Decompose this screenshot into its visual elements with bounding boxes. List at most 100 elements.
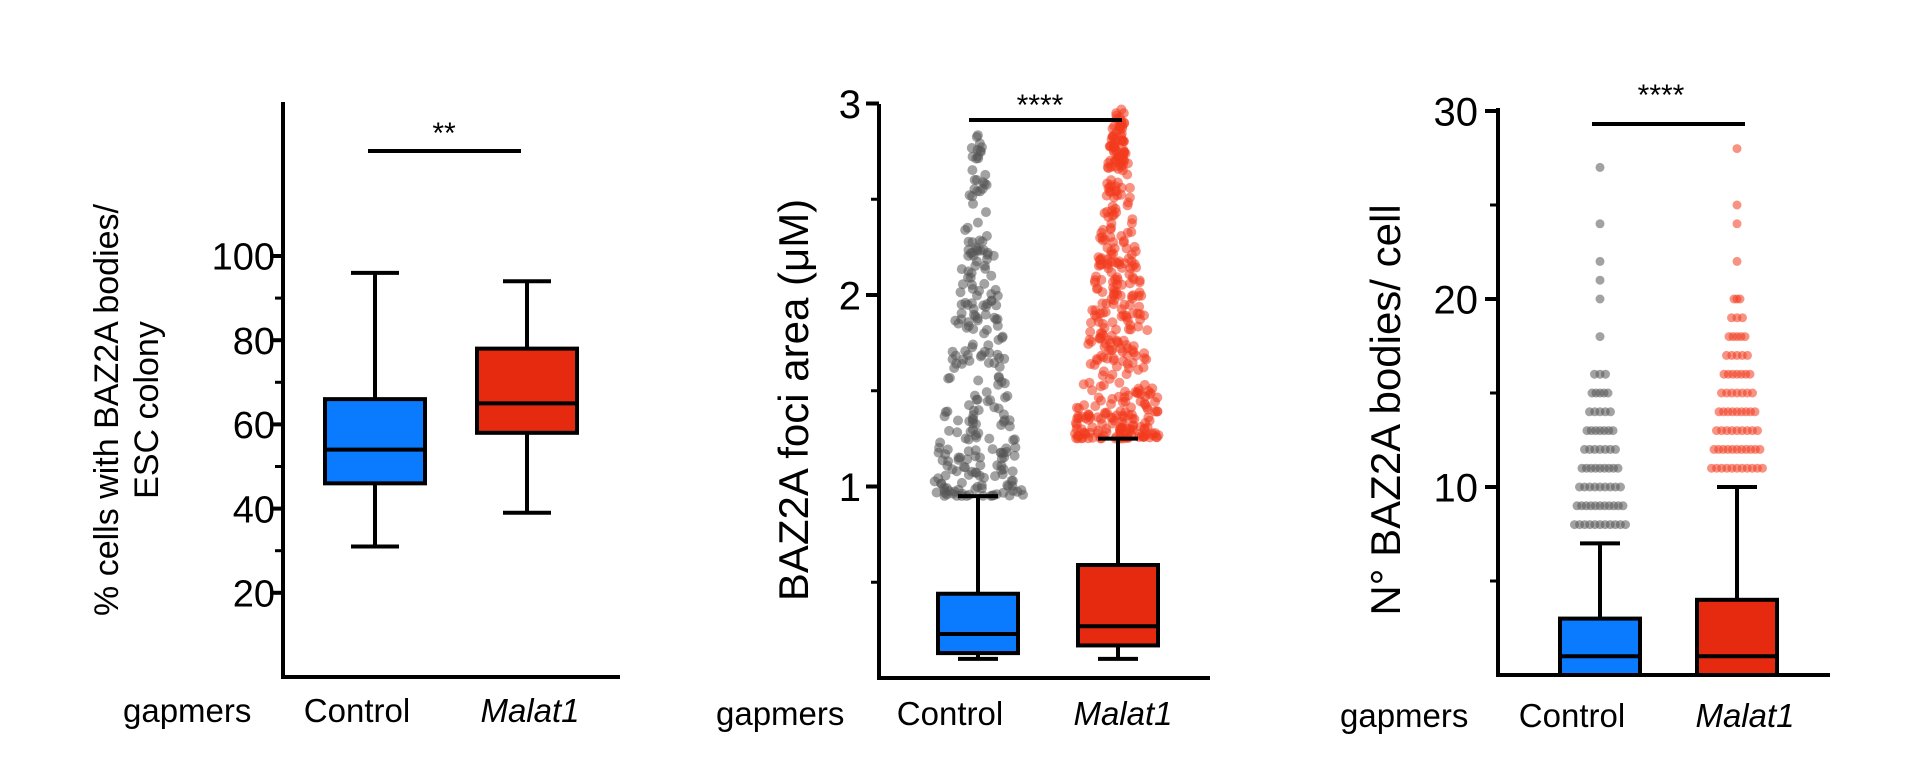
outlier-point (963, 469, 974, 480)
outlier-point (1142, 325, 1153, 336)
outlier-point (957, 279, 968, 290)
outlier-point (1122, 169, 1133, 180)
box-malat1 (475, 346, 579, 435)
outlier-point (981, 387, 992, 398)
outlier-point (960, 225, 971, 235)
outlier-point (939, 488, 950, 498)
outlier-point (960, 346, 971, 357)
outlier-point (971, 131, 982, 142)
outlier-point (1126, 402, 1136, 413)
outlier-point (1616, 482, 1625, 492)
outlier-point (1595, 162, 1605, 172)
outlier-point (1109, 415, 1120, 426)
plot-marks (1485, 108, 1830, 677)
y-tick-labels: 10 20 30 (1434, 90, 1479, 510)
outlier-point (972, 244, 983, 255)
outlier-point (955, 287, 966, 298)
outlier-point (1107, 369, 1118, 380)
outlier-point (1097, 298, 1108, 309)
outlier-point (975, 460, 986, 471)
y-tick-label: 20 (233, 573, 275, 615)
outlier-point (1096, 274, 1107, 285)
y-axis-label-line-2: ESC colony (128, 321, 166, 499)
outlier-point (960, 297, 971, 308)
y-tick-label: 100 (212, 237, 275, 279)
outlier-point (1124, 192, 1135, 203)
outlier-point (1106, 267, 1117, 278)
outlier-point (1085, 359, 1096, 369)
outlier-point (961, 322, 972, 333)
outlier-point (1073, 411, 1084, 422)
outlier-point (1735, 294, 1745, 304)
outlier-point (1732, 219, 1742, 229)
outlier-point (999, 415, 1010, 426)
outlier-point (968, 405, 979, 416)
outlier-point (1122, 227, 1133, 238)
outlier-point (1002, 480, 1013, 491)
outlier-point (940, 407, 951, 417)
outlier-point (999, 378, 1010, 389)
outlier-point (1130, 350, 1141, 361)
outlier-point (1738, 313, 1747, 323)
outlier-point (1071, 402, 1082, 413)
x-tick-label-control: Control (304, 692, 410, 729)
outlier-point (1118, 237, 1129, 248)
outlier-point (1112, 257, 1123, 268)
outlier-point (1096, 259, 1107, 270)
outlier-point (929, 476, 940, 487)
outlier-point (960, 433, 971, 444)
outlier-point (1142, 422, 1153, 433)
outlier-point (1090, 310, 1100, 321)
outlier-point (1098, 224, 1109, 235)
box-malat1 (1695, 597, 1779, 677)
outlier-point (1134, 309, 1145, 319)
outlier-point (931, 487, 942, 498)
y-tick-labels: 20 40 60 80 100 (212, 237, 275, 616)
outlier-point (963, 244, 974, 255)
outlier-point (1126, 218, 1137, 229)
outlier-point (994, 352, 1005, 363)
outlier-point (1016, 485, 1027, 496)
outlier-point (1603, 388, 1613, 398)
outlier-point (1118, 136, 1129, 147)
y-tick-labels: 1 2 3 (839, 83, 861, 510)
group-label: gapmers (716, 695, 844, 732)
outlier-point (986, 270, 997, 281)
outlier-point (1753, 426, 1762, 436)
outlier-point (1085, 327, 1096, 337)
outlier-point (969, 309, 979, 320)
outlier-point (1095, 328, 1106, 339)
outlier-point (1748, 388, 1757, 398)
outlier-point (947, 354, 958, 365)
outlier-point (1134, 385, 1145, 396)
y-tick-label: 60 (233, 405, 275, 447)
outlier-point (982, 299, 993, 309)
outlier-point (1009, 450, 1020, 461)
outlier-point (1153, 430, 1164, 441)
y-tick-label: 2 (839, 274, 861, 318)
outlier-point (967, 413, 978, 424)
y-axis-label: N° BAZ2A bodies/ cell (1362, 204, 1409, 615)
x-tick-label-control: Control (1519, 697, 1625, 734)
x-tick-label-malat1: Malat1 (480, 692, 579, 729)
outlier-point (1136, 290, 1147, 301)
outlier-point (1111, 324, 1121, 335)
outlier-point (1750, 407, 1760, 417)
group-label: gapmers (123, 692, 251, 729)
outlier-point (1108, 290, 1119, 301)
outlier-point (953, 318, 964, 329)
outlier-point (1595, 332, 1605, 342)
outlier-point (1117, 346, 1128, 357)
outlier-point (996, 465, 1007, 476)
outlier-point (947, 346, 958, 357)
outlier-point (1608, 426, 1618, 436)
outlier-point (1613, 463, 1623, 473)
outlier-point (1595, 219, 1605, 229)
y-tick-label: 40 (233, 489, 275, 531)
outlier-point (972, 290, 982, 301)
outlier-point (1085, 427, 1096, 438)
outlier-point (986, 289, 997, 299)
y-tick-label: 3 (839, 83, 861, 127)
outlier-point (1129, 241, 1140, 252)
